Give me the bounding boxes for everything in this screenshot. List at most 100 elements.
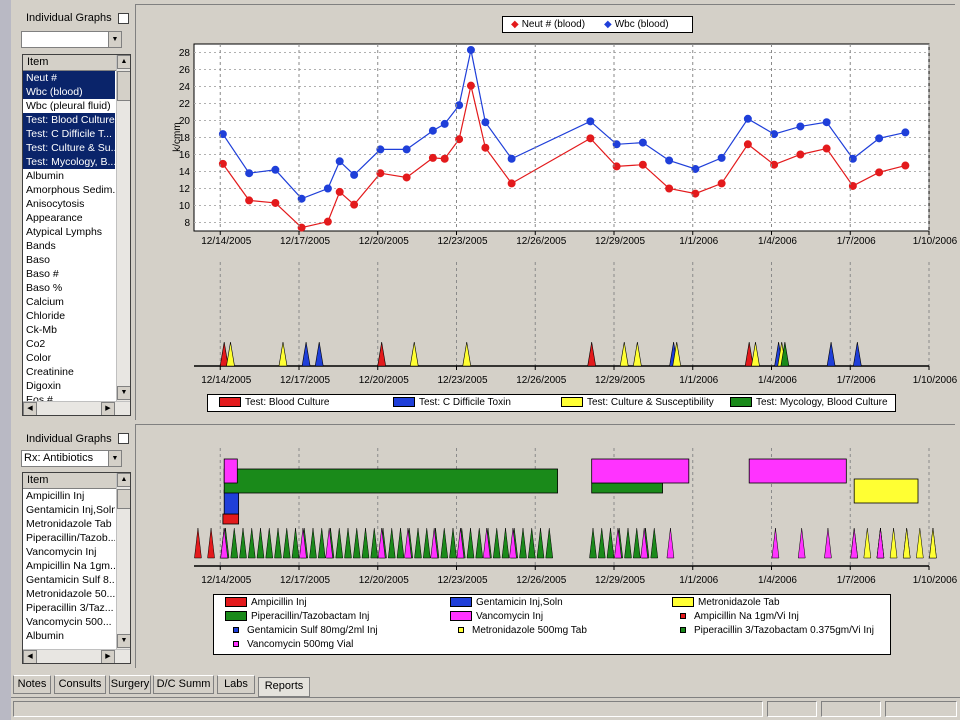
lower-list-header[interactable]: Item — [23, 473, 130, 489]
upper-scroll-right-icon[interactable]: ▶ — [101, 402, 115, 415]
upper-list-vscrollbar[interactable]: ▲ ▼ — [116, 55, 130, 401]
list-item[interactable]: Metronidazole Tab — [26, 518, 112, 530]
list-item[interactable]: Gentamicin Inj,Soln — [26, 504, 115, 516]
tab-d-c-summ[interactable]: D/C Summ — [153, 675, 214, 694]
legend-marker-icon: ◆ — [511, 19, 519, 30]
list-item[interactable]: Test: C Difficile T... — [23, 127, 115, 141]
lab-line-chart: 8 10 12 14 16 18 20 22 24 26 28 k/cmm 12/14/2005 12/1… — [172, 43, 958, 247]
legend-item: ◆ Neut # (blood) — [511, 19, 585, 31]
lower-scroll-right-icon[interactable]: ▶ — [101, 650, 115, 663]
lower-scroll-left-icon[interactable]: ◀ — [23, 650, 37, 663]
tab-reports[interactable]: Reports — [258, 677, 310, 697]
lab-chart-legend: ◆ Neut # (blood) ◆ Wbc (blood) — [502, 16, 693, 33]
list-item[interactable]: Ck-Mb — [26, 324, 57, 336]
upper-individual-graphs-checkbox[interactable] — [118, 13, 129, 24]
lab-x-tick-label: 12/14/2005 — [201, 236, 251, 247]
list-item[interactable]: Color — [26, 352, 52, 364]
lower-scroll-up-icon[interactable]: ▲ — [117, 473, 130, 487]
list-item[interactable]: Baso % — [26, 282, 63, 294]
upper-item-list[interactable]: Item Neut # Wbc (blood) Wbc (pleural fluid… — [22, 54, 131, 416]
upper-combo-dropdown-icon[interactable]: ▼ — [108, 32, 121, 47]
med-course-bar — [591, 482, 663, 494]
list-item[interactable]: Wbc (pleural fluid) — [26, 100, 111, 112]
upper-scroll-left-icon[interactable]: ◀ — [23, 402, 37, 415]
lower-scroll-thumb[interactable] — [117, 489, 130, 509]
list-item[interactable]: Atypical Lymphs — [26, 226, 103, 238]
list-item[interactable]: Albumin — [26, 630, 64, 642]
list-item[interactable]: Test: Blood Culture — [23, 113, 115, 127]
lab-data-point — [350, 170, 359, 179]
list-item[interactable]: Test: Culture & Su... — [23, 141, 115, 155]
list-item[interactable]: Bands — [26, 240, 56, 252]
status-panel-4 — [885, 701, 957, 717]
lab-data-point — [665, 184, 674, 193]
tab-notes[interactable]: Notes — [13, 675, 51, 694]
test-event-marker — [301, 341, 311, 367]
lab-series-line — [222, 49, 906, 200]
list-item[interactable]: Albumin — [26, 170, 64, 182]
lower-individual-graphs-checkbox[interactable] — [118, 433, 129, 444]
lower-list-vscrollbar[interactable]: ▲ ▼ — [116, 473, 130, 649]
list-item[interactable]: Anisocytosis — [26, 198, 85, 210]
list-item[interactable]: Digoxin — [26, 380, 62, 392]
legend-swatch — [680, 613, 686, 620]
upper-scroll-up-icon[interactable]: ▲ — [117, 55, 130, 69]
lower-category-combo[interactable]: Rx: Antibiotics ▼ — [21, 450, 122, 467]
med-x-tick-label: 1/4/2006 — [758, 575, 797, 586]
list-item[interactable]: Vancomycin Inj — [26, 546, 97, 558]
lower-combo-dropdown-icon[interactable]: ▼ — [108, 451, 121, 466]
list-item[interactable]: Amorphous Sedim... — [26, 184, 115, 196]
list-item[interactable]: Piperacillin/Tazob... — [26, 532, 115, 544]
med-dose-marker — [247, 527, 256, 559]
upper-list-hscrollbar[interactable]: ◀ ▶ — [23, 401, 130, 415]
upper-scroll-down-icon[interactable]: ▼ — [117, 386, 130, 400]
list-item[interactable]: Creatinine — [26, 366, 74, 378]
lab-data-point — [335, 187, 344, 196]
med-x-tick-label: 12/20/2005 — [359, 575, 409, 586]
legend-swatch — [561, 397, 583, 408]
list-item[interactable]: Vancomycin 500... — [26, 616, 112, 628]
legend-item: Gentamicin Inj,Soln — [450, 597, 563, 609]
lab-data-point — [586, 134, 595, 143]
test-x-tick-label: 12/20/2005 — [359, 375, 409, 386]
list-item[interactable]: Test: Mycology, B... — [23, 155, 115, 169]
med-dose-marker — [194, 527, 202, 559]
lab-data-point — [612, 162, 621, 171]
list-item[interactable]: Piperacillin 3/Taz... — [26, 602, 114, 614]
tab-labs[interactable]: Labs — [217, 675, 255, 694]
upper-list-header[interactable]: Item — [23, 55, 130, 71]
test-event-marker — [852, 341, 862, 367]
test-x-tick-label: 12/26/2005 — [516, 375, 566, 386]
list-item[interactable]: Appearance — [26, 212, 83, 224]
lab-x-tick-label: 1/10/2006 — [913, 236, 958, 247]
lab-data-point — [271, 165, 280, 174]
list-item[interactable]: Chloride — [26, 310, 66, 322]
lab-y-tick-label: 26 — [179, 65, 191, 76]
lab-data-point — [691, 164, 700, 173]
list-item[interactable]: Calcium — [26, 296, 64, 308]
lab-data-point — [297, 194, 306, 203]
upper-category-combo[interactable]: ▼ — [21, 31, 122, 48]
list-item[interactable]: Gentamicin Sulf 8... — [26, 574, 115, 586]
lower-list-hscrollbar[interactable]: ◀ ▶ — [23, 649, 130, 663]
lower-item-list[interactable]: Item Ampicillin Inj Gentamicin Inj,Soln Me… — [22, 472, 131, 664]
list-item[interactable]: Neut # — [23, 71, 115, 85]
list-item[interactable]: Ampicillin Inj — [26, 490, 85, 502]
lab-x-tick-label: 12/20/2005 — [359, 236, 409, 247]
med-dose-marker — [482, 527, 491, 559]
upper-item-panel: Individual Graphs ▼ Item Neut # Wbc (bloo… — [11, 2, 133, 420]
list-item[interactable]: Baso # — [26, 268, 59, 280]
list-item[interactable]: Metronidazole 50... — [26, 588, 115, 600]
upper-scroll-thumb[interactable] — [117, 71, 130, 101]
legend-label: Gentamicin Inj,Soln — [476, 597, 563, 608]
med-dose-marker — [404, 527, 412, 559]
list-item[interactable]: Ampicillin Na 1gm... — [26, 560, 115, 572]
tab-surgery[interactable]: Surgery — [109, 675, 151, 694]
lower-scroll-down-icon[interactable]: ▼ — [117, 634, 130, 648]
list-item[interactable]: Baso — [26, 254, 50, 266]
tab-consults[interactable]: Consults — [54, 675, 106, 694]
med-dose-marker — [527, 527, 536, 559]
list-item[interactable]: Wbc (blood) — [23, 85, 115, 99]
list-item[interactable]: Co2 — [26, 338, 46, 350]
lab-data-point — [323, 184, 332, 193]
